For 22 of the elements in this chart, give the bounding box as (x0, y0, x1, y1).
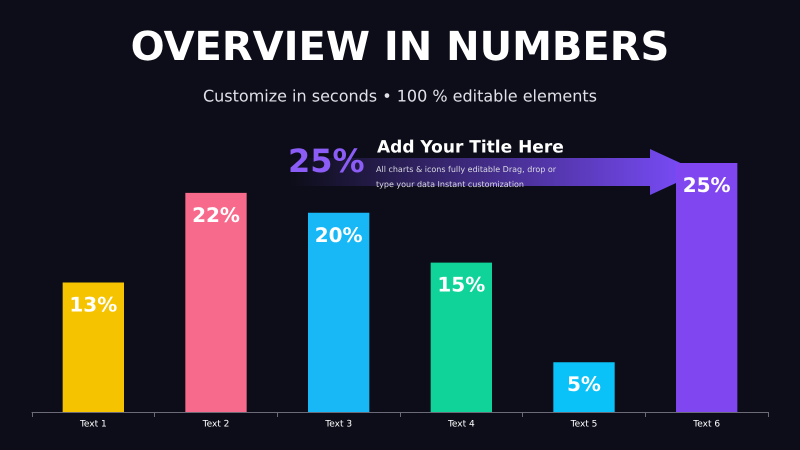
chart-subtitle: Customize in seconds • 100 % editable elements (202, 86, 598, 106)
x-tick-label: Text 5 (570, 420, 598, 430)
x-tick-label: Text 1 (78, 420, 107, 430)
data-label: 20% (314, 222, 363, 247)
x-tick-label: Text 6 (692, 420, 720, 430)
bar (430, 262, 492, 412)
data-label: 13% (69, 292, 118, 317)
x-tick-label: Text 4 (446, 420, 475, 430)
data-label: 25% (682, 173, 731, 197)
bar (308, 212, 370, 412)
annotation: 25% (288, 142, 365, 180)
bar (62, 282, 124, 412)
x-tick-label: Text 3 (324, 420, 352, 430)
chart-title: OVERVIEW IN NUMBERS (130, 24, 670, 70)
bar (185, 192, 247, 412)
data-label: 22% (192, 202, 240, 227)
x-tick-label: Text 2 (202, 420, 230, 430)
data-label: 5% (567, 372, 601, 396)
text: Add Your Title Here (377, 138, 564, 158)
bar (553, 362, 615, 412)
bar (676, 163, 738, 412)
data-label: 15% (437, 272, 486, 297)
